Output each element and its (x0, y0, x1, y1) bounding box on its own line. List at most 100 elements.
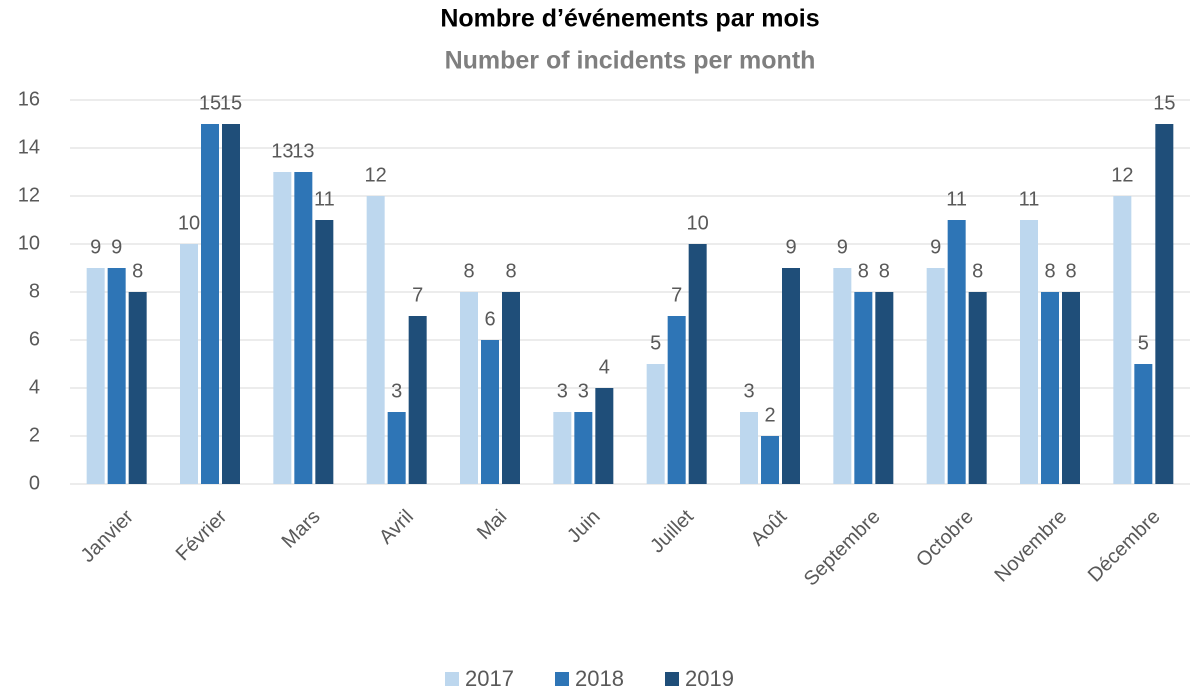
data-label: 7 (671, 284, 682, 306)
data-label: 2 (764, 404, 775, 426)
data-label: 6 (484, 308, 495, 330)
data-label: 11 (946, 188, 967, 210)
data-label: 12 (1111, 164, 1133, 186)
data-label: 8 (505, 260, 516, 282)
y-tick-label: 12 (18, 184, 40, 206)
x-tick-label: Octobre (912, 506, 978, 572)
bar (667, 316, 686, 484)
bar (968, 292, 987, 484)
bar (782, 268, 800, 484)
bar (553, 412, 572, 484)
x-tick-label: Août (747, 505, 792, 550)
data-label: 10 (178, 212, 200, 234)
data-label: 9 (930, 236, 941, 258)
bar (315, 220, 334, 484)
x-tick-label: Novembre (990, 506, 1071, 587)
data-label: 4 (599, 356, 610, 378)
bar (222, 124, 240, 484)
bar (1113, 196, 1132, 484)
data-label: 15 (1153, 92, 1175, 114)
bar (875, 292, 894, 484)
x-tick-label: Juillet (646, 505, 698, 557)
data-label: 12 (365, 164, 387, 186)
y-tick-label: 0 (29, 472, 40, 494)
y-tick-label: 8 (29, 280, 40, 302)
data-label: 10 (687, 212, 709, 234)
data-label: 8 (879, 260, 890, 282)
bar (460, 292, 478, 484)
data-label: 8 (1065, 260, 1076, 282)
bar (387, 412, 406, 484)
data-label: 8 (1044, 260, 1055, 282)
data-label: 8 (463, 260, 474, 282)
x-tick-label: Avril (375, 506, 418, 549)
legend-swatch (665, 672, 679, 686)
data-label: 9 (90, 236, 101, 258)
bar (408, 316, 427, 484)
legend-label: 2019 (685, 666, 734, 691)
data-label: 13 (292, 140, 314, 162)
data-label: 3 (743, 380, 754, 402)
x-tick-label: Mai (473, 506, 511, 544)
data-label: 3 (557, 380, 568, 402)
y-tick-label: 2 (29, 424, 40, 446)
chart-subtitle: Number of incidents per month (445, 47, 816, 75)
data-label: 11 (314, 188, 335, 210)
bar (761, 436, 779, 484)
x-tick-label: Mars (278, 506, 325, 553)
data-label: 8 (858, 260, 869, 282)
bar (201, 124, 219, 484)
y-tick-label: 10 (18, 232, 40, 254)
bar (1020, 220, 1038, 484)
data-label: 9 (837, 236, 848, 258)
data-label: 11 (1019, 188, 1040, 210)
bar (366, 196, 385, 484)
x-tick-label: Février (172, 505, 232, 565)
y-tick-label: 6 (29, 328, 40, 350)
bar (294, 172, 313, 484)
data-label: 9 (785, 236, 796, 258)
data-label: 3 (391, 380, 402, 402)
bar (1041, 292, 1059, 484)
y-tick-label: 16 (18, 88, 40, 110)
chart-title: Nombre d’événements par mois (440, 5, 819, 33)
bar (107, 268, 126, 484)
data-label: 8 (132, 260, 143, 282)
bar (947, 220, 966, 484)
x-tick-label: Janvier (77, 505, 138, 566)
bar (646, 364, 665, 484)
bar (128, 292, 147, 484)
x-tick-label: Décembre (1084, 506, 1165, 587)
data-label: 15 (199, 92, 221, 114)
data-label: 15 (220, 92, 242, 114)
bar (86, 268, 105, 484)
bar (502, 292, 520, 484)
legend-swatch (555, 672, 569, 686)
bar (1062, 292, 1080, 484)
x-tick-label: Septembre (800, 506, 885, 591)
bar (1155, 124, 1174, 484)
bar (688, 244, 707, 484)
data-label: 9 (111, 236, 122, 258)
data-label: 5 (650, 332, 661, 354)
bar (481, 340, 499, 484)
data-label: 5 (1138, 332, 1149, 354)
bar (833, 268, 852, 484)
bar (1134, 364, 1153, 484)
legend-swatch (445, 672, 459, 686)
bar (595, 388, 614, 484)
y-tick-label: 14 (18, 136, 40, 158)
data-label: 3 (578, 380, 589, 402)
bar (574, 412, 593, 484)
bar (926, 268, 945, 484)
legend-label: 2017 (465, 666, 514, 691)
legend-label: 2018 (575, 666, 624, 691)
data-label: 13 (271, 140, 293, 162)
bar (273, 172, 292, 484)
bar (180, 244, 198, 484)
x-tick-label: Juin (563, 506, 605, 548)
data-label: 7 (412, 284, 423, 306)
y-tick-label: 4 (29, 376, 40, 398)
data-label: 8 (972, 260, 983, 282)
